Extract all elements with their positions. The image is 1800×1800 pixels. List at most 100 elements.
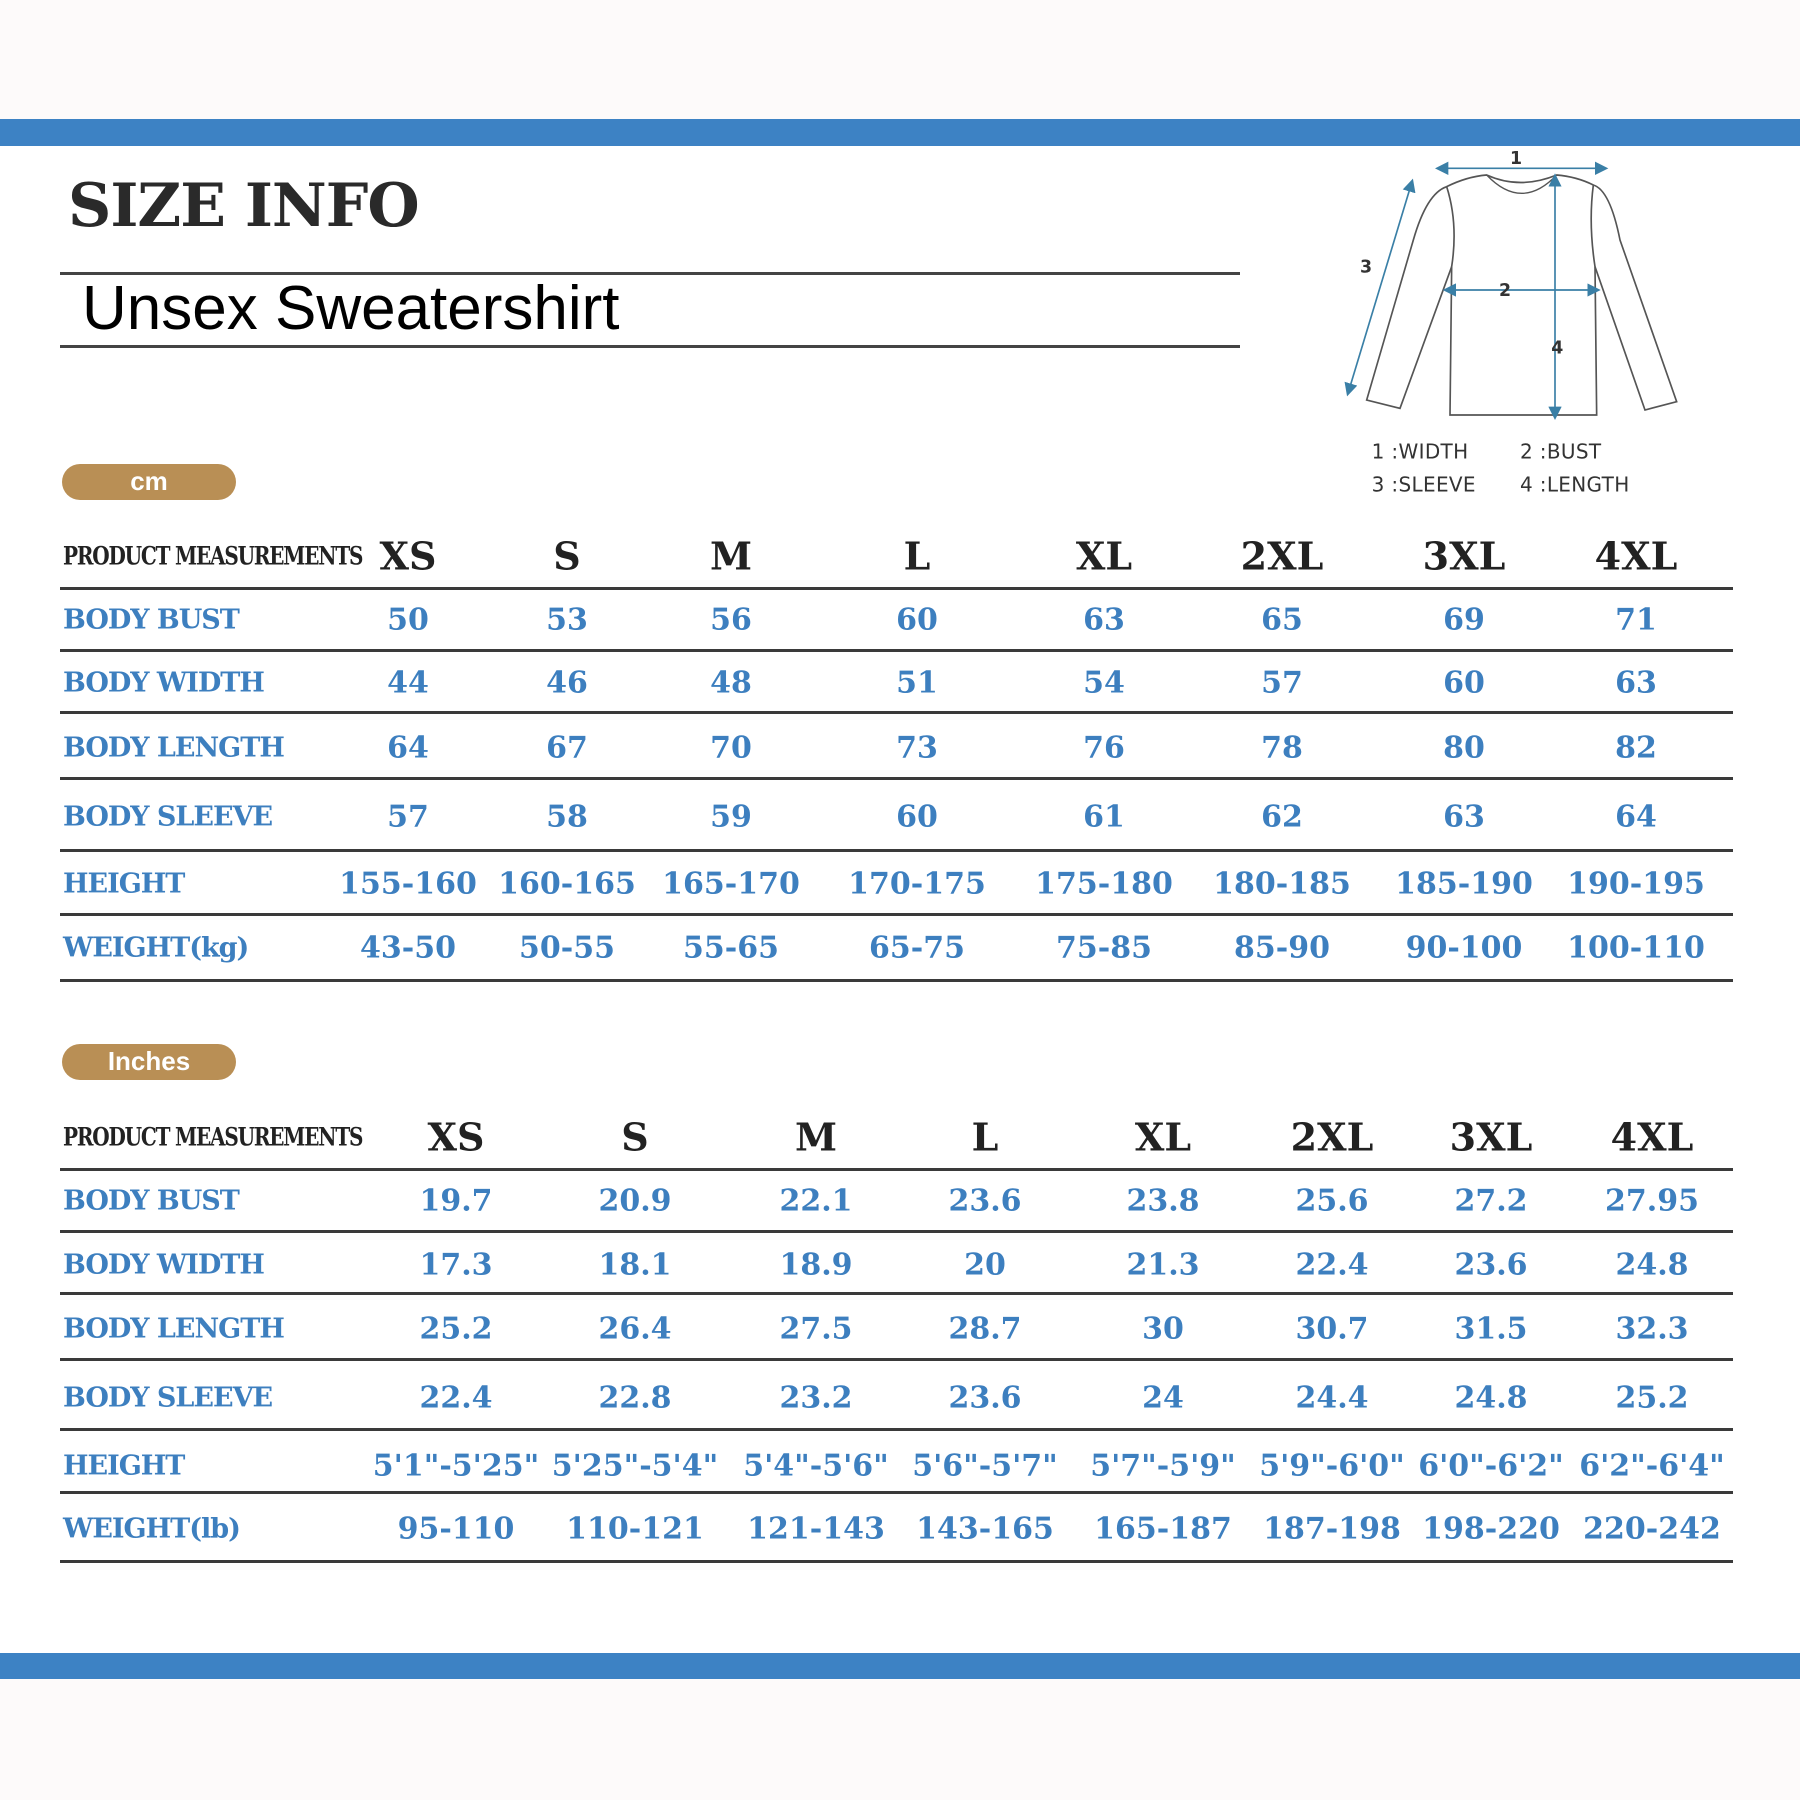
cell-body-width-s: 18.1 <box>598 1247 672 1283</box>
row-divider <box>60 587 1733 590</box>
cell-body-sleeve-2xl: 62 <box>1261 799 1303 835</box>
legend-sleeve: 3 :SLEEVE <box>1372 473 1476 497</box>
cell-height-l: 5'6"-5'7" <box>912 1448 1058 1484</box>
cell-body-bust-s: 53 <box>546 602 588 638</box>
cell-height-2xl: 180-185 <box>1213 866 1351 902</box>
cell-height-xl: 175-180 <box>1035 866 1173 902</box>
row-label-body-width: BODY WIDTH <box>63 667 265 699</box>
cell-body-length-xs: 64 <box>387 730 429 766</box>
size-header-3xl: 3XL <box>1422 533 1506 579</box>
cell-height-2xl: 5'9"-6'0" <box>1259 1448 1405 1484</box>
cell-weight-lb-xs: 95-110 <box>397 1511 515 1547</box>
cell-body-length-l: 73 <box>896 730 938 766</box>
cell-weight-kg-2xl: 85-90 <box>1234 930 1330 966</box>
cell-body-width-3xl: 60 <box>1443 665 1485 701</box>
cell-body-width-4xl: 63 <box>1615 665 1657 701</box>
row-divider <box>60 1560 1733 1563</box>
cell-body-bust-xs: 50 <box>387 602 429 638</box>
unit-badge-cm: cm <box>62 464 236 500</box>
size-header-s: S <box>621 1114 649 1160</box>
cell-body-width-3xl: 23.6 <box>1454 1247 1528 1283</box>
cell-body-sleeve-s: 22.8 <box>598 1380 672 1416</box>
cell-body-length-xs: 25.2 <box>419 1311 493 1347</box>
cell-body-length-3xl: 80 <box>1443 730 1485 766</box>
cell-height-4xl: 190-195 <box>1567 866 1705 902</box>
cell-height-xl: 5'7"-5'9" <box>1090 1448 1236 1484</box>
cell-body-width-2xl: 57 <box>1261 665 1303 701</box>
size-header-l: L <box>903 533 931 579</box>
cell-weight-kg-l: 65-75 <box>869 930 965 966</box>
cell-body-bust-4xl: 71 <box>1615 602 1657 638</box>
cell-body-sleeve-xs: 22.4 <box>419 1380 493 1416</box>
cell-body-width-xs: 44 <box>387 665 429 701</box>
divider <box>60 345 1240 348</box>
cell-body-bust-l: 23.6 <box>948 1183 1022 1219</box>
cell-height-l: 170-175 <box>848 866 986 902</box>
legend-bust: 2 :BUST <box>1520 439 1602 463</box>
cell-body-width-xl: 21.3 <box>1126 1247 1200 1283</box>
cell-body-width-xs: 17.3 <box>419 1247 493 1283</box>
row-divider <box>60 1428 1733 1431</box>
row-label-weight-kg: WEIGHT(kg) <box>63 932 249 964</box>
cell-body-width-m: 18.9 <box>779 1247 853 1283</box>
cell-body-sleeve-3xl: 24.8 <box>1454 1380 1528 1416</box>
cell-height-xs: 155-160 <box>339 866 477 902</box>
cell-body-length-3xl: 31.5 <box>1454 1311 1528 1347</box>
cell-body-bust-3xl: 27.2 <box>1454 1183 1528 1219</box>
content-area <box>0 146 1800 1653</box>
row-divider <box>60 1358 1733 1361</box>
row-label-body-length: BODY LENGTH <box>63 1313 285 1345</box>
cell-weight-kg-s: 50-55 <box>519 930 615 966</box>
cell-body-sleeve-xl: 61 <box>1083 799 1125 835</box>
size-header-4xl: 4XL <box>1610 1114 1694 1160</box>
cell-height-3xl: 6'0"-6'2" <box>1418 1448 1564 1484</box>
cell-body-length-xl: 76 <box>1083 730 1125 766</box>
size-header-xs: XS <box>379 533 437 579</box>
cell-body-bust-2xl: 65 <box>1261 602 1303 638</box>
cell-body-length-s: 26.4 <box>598 1311 672 1347</box>
cell-body-bust-xl: 63 <box>1083 602 1125 638</box>
size-header-2xl: 2XL <box>1290 1114 1374 1160</box>
size-header-xl: XL <box>1075 533 1133 579</box>
cell-weight-kg-3xl: 90-100 <box>1405 930 1523 966</box>
cell-body-bust-4xl: 27.95 <box>1605 1183 1699 1219</box>
row-divider <box>60 1230 1733 1233</box>
row-label-body-bust: BODY BUST <box>63 1185 240 1217</box>
cell-body-sleeve-2xl: 24.4 <box>1295 1380 1369 1416</box>
cell-body-length-s: 67 <box>546 730 588 766</box>
sweatshirt-measurement-diagram-icon: 1 2 3 4 1 :WIDTH 2 :BUST 3 :SLEEVE 4 :LE… <box>1344 149 1678 497</box>
cell-body-bust-s: 20.9 <box>598 1183 672 1219</box>
cell-body-length-4xl: 82 <box>1615 730 1657 766</box>
cell-body-width-m: 48 <box>710 665 752 701</box>
cell-body-bust-2xl: 25.6 <box>1295 1183 1369 1219</box>
cell-body-sleeve-m: 59 <box>710 799 752 835</box>
row-label-body-bust: BODY BUST <box>63 604 240 636</box>
cell-body-sleeve-4xl: 25.2 <box>1615 1380 1689 1416</box>
row-divider <box>60 1168 1733 1171</box>
page-title: SIZE INFO <box>68 171 420 241</box>
cell-weight-lb-m: 121-143 <box>747 1511 885 1547</box>
legend-length: 4 :LENGTH <box>1520 473 1630 497</box>
cell-weight-kg-4xl: 100-110 <box>1567 930 1705 966</box>
cell-height-m: 165-170 <box>662 866 800 902</box>
cell-body-length-l: 28.7 <box>948 1311 1022 1347</box>
row-label-body-width: BODY WIDTH <box>63 1249 265 1281</box>
legend-width: 1 :WIDTH <box>1372 439 1469 463</box>
row-label-height: HEIGHT <box>63 1450 185 1482</box>
row-divider <box>60 979 1733 982</box>
size-header-2xl: 2XL <box>1240 533 1324 579</box>
size-header-3xl: 3XL <box>1449 1114 1533 1160</box>
cell-body-length-m: 27.5 <box>779 1311 853 1347</box>
header-product-measurements: PRODUCT MEASUREMENTS <box>63 1122 363 1152</box>
row-divider <box>60 1292 1733 1295</box>
cell-body-bust-m: 22.1 <box>779 1183 853 1219</box>
cell-body-width-2xl: 22.4 <box>1295 1247 1369 1283</box>
cell-body-sleeve-l: 60 <box>896 799 938 835</box>
marker-2: 2 <box>1499 281 1511 301</box>
cell-body-bust-xs: 19.7 <box>419 1183 493 1219</box>
cell-body-sleeve-s: 58 <box>546 799 588 835</box>
row-label-body-sleeve: BODY SLEEVE <box>63 801 273 833</box>
divider <box>60 272 1240 275</box>
cell-body-length-2xl: 78 <box>1261 730 1303 766</box>
cell-weight-kg-xl: 75-85 <box>1056 930 1152 966</box>
